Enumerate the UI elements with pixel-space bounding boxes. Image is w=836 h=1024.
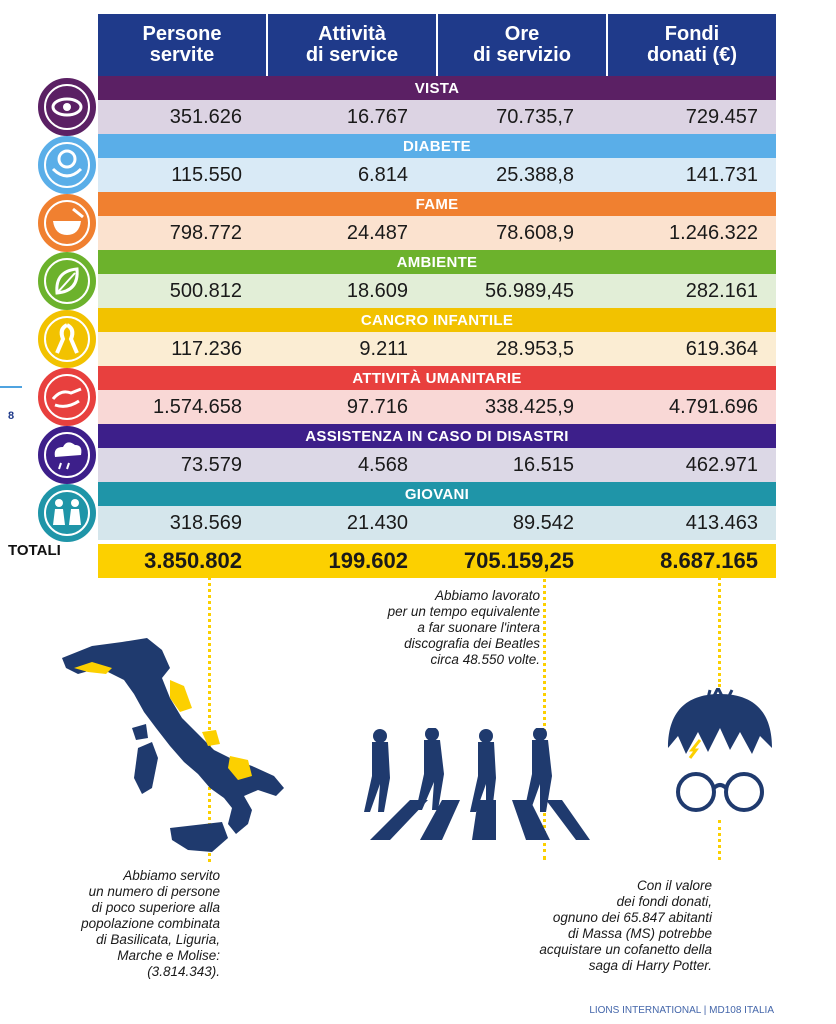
table-cell: 282.161 [685,280,758,302]
ribbon-icon [38,310,96,368]
table-cell: 117.236 [171,338,242,360]
harry-potter-icon [668,688,772,812]
table-cell: 78.608,9 [496,222,574,244]
footer: LIONS INTERNATIONAL | MD108 ITALIA [589,1005,774,1016]
connector-potter-lower [718,820,721,860]
table-row: 318.569 21.430 89.542 413.463 [98,506,776,540]
children-icon [38,484,96,542]
table-cell: 338.425,9 [485,396,574,418]
table-cell: 89.542 [512,512,574,534]
beatles-crossing-icon [364,728,590,840]
page-number: 8 [8,410,15,422]
table-cell: 1.574.658 [153,396,242,418]
note-italy: Abbiamo servito un numero di persone di … [81,868,220,979]
connector-italy [208,572,211,862]
table-cell: 500.812 [169,280,242,302]
connector-potter [718,572,721,687]
header-ore: Ore di servizio [436,14,606,76]
page-rule [0,386,22,388]
table-cell: 70.735,7 [496,106,574,128]
totals-row: 3.850.802 199.602 705.159,25 8.687.165 [98,544,776,578]
table-cell: 24.487 [346,222,408,244]
table-header: Persone servite Attività di service Ore … [98,14,776,76]
bowl-icon [38,194,96,252]
table-cell: 4.791.696 [669,396,758,418]
header-fondi: Fondi donati (€) [606,14,776,76]
stats-table: Persone servite Attività di service Ore … [98,14,776,578]
table-cell: 798.772 [169,222,242,244]
total-attivita: 199.602 [328,548,408,573]
hands-icon [38,368,96,426]
table-cell: 16.767 [346,106,408,128]
eye-icon [38,78,96,136]
total-fondi: 8.687.165 [660,548,758,573]
table-cell: 25.388,8 [496,164,574,186]
table-cell: 9.211 [359,338,408,360]
band-assistenza-in-caso-di-disastri: ASSISTENZA IN CASO DI DISASTRI [98,424,776,448]
table-cell: 56.989,45 [485,280,574,302]
table-cell: 97.716 [346,396,408,418]
leaf-icon [38,252,96,310]
header-attivita: Attività di service [266,14,436,76]
table-cell: 462.971 [685,454,758,476]
table-row: 1.574.658 97.716 338.425,9 4.791.696 [98,390,776,424]
table-cell: 141.731 [685,164,758,186]
band-ambiente: AMBIENTE [98,250,776,274]
band-cancro-infantile: CANCRO INFANTILE [98,308,776,332]
table-row: 351.626 16.767 70.735,7 729.457 [98,100,776,134]
table-body: VISTA 351.626 16.767 70.735,7 729.457 DIABETE… [98,76,776,540]
table-cell: 318.569 [169,512,242,534]
table-row: 500.812 18.609 56.989,45 282.161 [98,274,776,308]
band-fame: FAME [98,192,776,216]
band-giovani: GIOVANI [98,482,776,506]
table-cell: 351.626 [169,106,242,128]
table-cell: 28.953,5 [496,338,574,360]
band-attivit-umanitarie: ATTIVITÀ UMANITARIE [98,366,776,390]
note-potter: Con il valore dei fondi donati, ognuno d… [539,878,712,973]
note-beatles: Abbiamo lavorato per un tempo equivalent… [387,588,540,667]
table-cell: 6.814 [357,164,408,186]
table-row: 115.550 6.814 25.388,8 141.731 [98,158,776,192]
table-row: 798.772 24.487 78.608,9 1.246.322 [98,216,776,250]
totals-label: TOTALI [8,542,61,559]
storm-icon [38,426,96,484]
connector-beatles [543,572,546,860]
table-row: 117.236 9.211 28.953,5 619.364 [98,332,776,366]
total-ore: 705.159,25 [463,548,574,573]
table-cell: 18.609 [346,280,408,302]
table-cell: 115.550 [171,164,242,186]
table-cell: 4.568 [357,454,408,476]
italy-map-icon [62,638,284,852]
band-vista: VISTA [98,76,776,100]
total-persone: 3.850.802 [144,548,242,573]
table-cell: 413.463 [685,512,758,534]
table-cell: 16.515 [512,454,574,476]
table-cell: 73.579 [180,454,242,476]
table-cell: 21.430 [346,512,408,534]
table-cell: 1.246.322 [669,222,758,244]
table-row: 73.579 4.568 16.515 462.971 [98,448,776,482]
band-diabete: DIABETE [98,134,776,158]
table-cell: 619.364 [685,338,758,360]
table-cell: 729.457 [685,106,758,128]
diabetes-icon [38,136,96,194]
header-persone: Persone servite [98,14,266,76]
